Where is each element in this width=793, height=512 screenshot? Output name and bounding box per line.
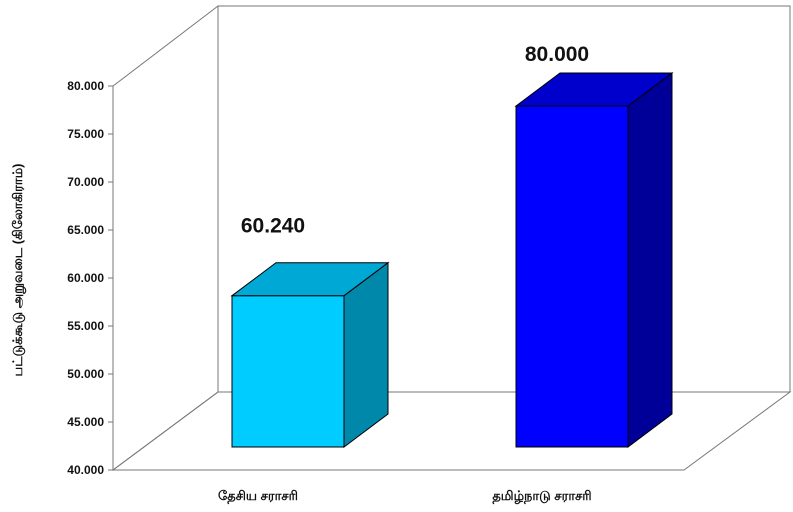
- y-tick-label: 50.000: [67, 367, 104, 381]
- category-labels: தேசிய சராசரி தமிழ்நாடு சராசரி: [218, 488, 592, 504]
- frame-left-wall: [112, 4, 219, 471]
- bar-side-face: [627, 72, 673, 448]
- data-labels: 60.240 80.000: [241, 43, 589, 238]
- bar-front-face: [231, 295, 345, 448]
- bar-top-face: [514, 72, 674, 107]
- y-axis-label: பட்டுக்கூடு அறுவடை (கிலோகிராம்): [10, 164, 26, 377]
- bars: [230, 72, 674, 448]
- frame-floor: [112, 391, 792, 471]
- bar-1: [230, 261, 390, 448]
- data-label-1: 60.240: [241, 215, 305, 238]
- y-tick-label: 45.000: [67, 415, 104, 429]
- y-tick-label: 40.000: [67, 463, 104, 477]
- category-label-2: தமிழ்நாடு சராசரி: [492, 488, 591, 504]
- y-tick-label: 60.000: [67, 271, 104, 285]
- chart-frame: [112, 4, 792, 471]
- y-tick-label: 80.000: [67, 79, 104, 93]
- category-label-1: தேசிய சராசரி: [218, 488, 298, 504]
- y-tick-label: 70.000: [67, 175, 104, 189]
- y-tick-label: 55.000: [67, 319, 104, 333]
- y-axis-ticks: 40.000 45.000 50.000 55.000 60.000 65.000 70.0…: [67, 79, 113, 477]
- bar-2: [514, 72, 674, 448]
- bar-front-face: [515, 105, 629, 448]
- bar-top-face: [230, 262, 390, 297]
- y-tick-label: 65.000: [67, 223, 104, 237]
- y-tick-label: 75.000: [67, 127, 104, 141]
- data-label-2: 80.000: [525, 43, 589, 66]
